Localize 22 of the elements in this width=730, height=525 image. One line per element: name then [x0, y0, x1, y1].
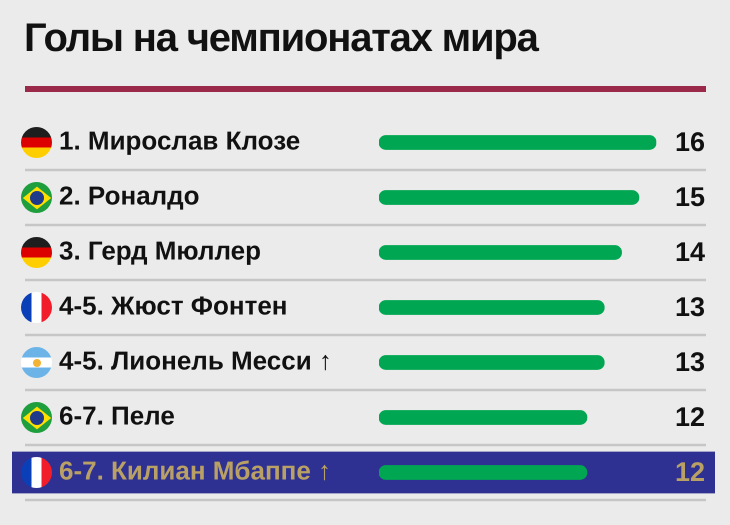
- y-tick-label: 3. Герд Мюллер: [59, 236, 261, 266]
- y-tick-label: 6-7. Пеле: [59, 400, 175, 431]
- bar: [379, 410, 588, 425]
- data-label: 13: [674, 346, 705, 377]
- data-label: 14: [674, 236, 705, 267]
- data-label: 13: [674, 292, 705, 322]
- bar: [379, 245, 622, 260]
- y-tick-label: 1. Мирослав Клозе: [59, 126, 300, 156]
- chart-title: Голы на чемпионатах мира: [24, 16, 538, 60]
- bar: [379, 135, 656, 150]
- bar: [379, 355, 605, 370]
- data-label: 12: [674, 456, 705, 487]
- y-tick-label: 4-5. Жюст Фонтен: [59, 290, 288, 321]
- data-label: 15: [674, 182, 705, 212]
- y-tick-label: 2. Роналдо: [59, 180, 200, 211]
- bar: [379, 190, 640, 205]
- y-tick-label: 4-5. Лионель Месси ↑: [59, 346, 332, 376]
- bar: [379, 465, 588, 480]
- bar: [379, 300, 605, 315]
- y-tick-label: 6-7. Килиан Мбаппе ↑: [59, 456, 332, 486]
- data-label: 16: [674, 126, 705, 157]
- data-label: 12: [674, 402, 705, 432]
